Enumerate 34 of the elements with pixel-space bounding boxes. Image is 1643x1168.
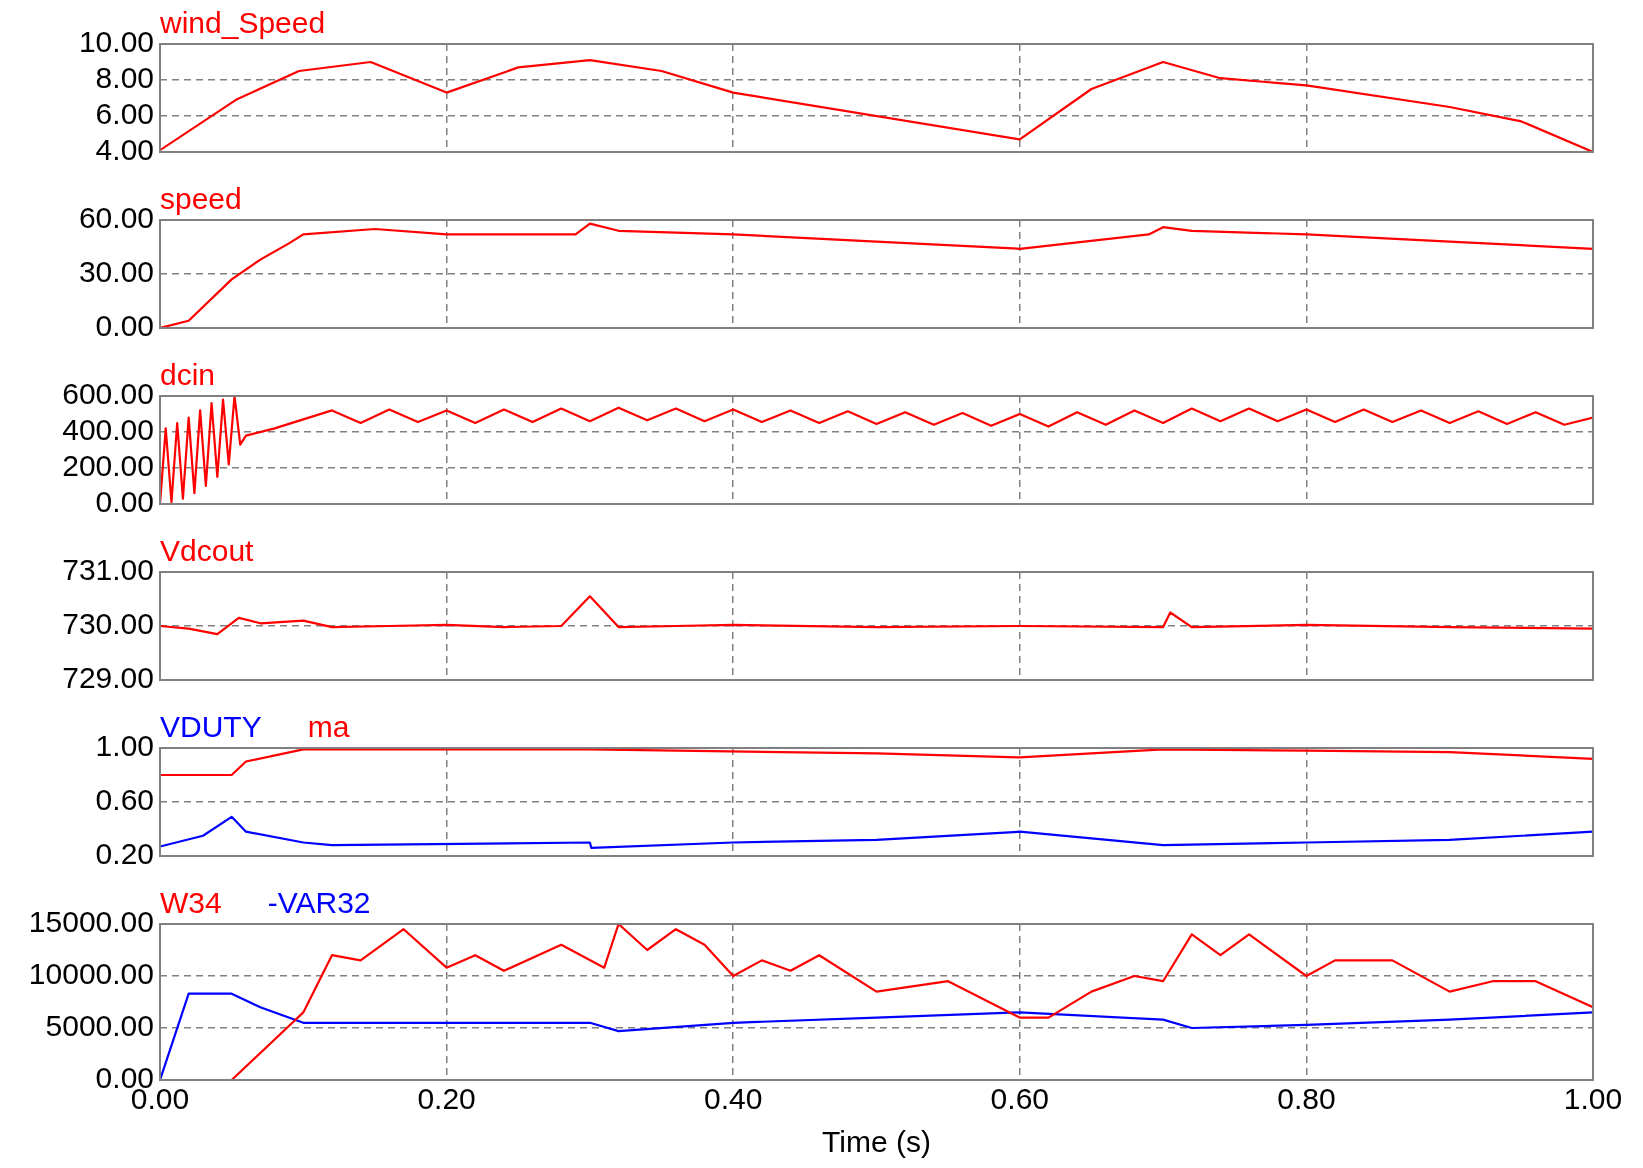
y-tick-label: 600.00 [62, 377, 154, 411]
y-tick-label: 5000.00 [45, 1009, 154, 1043]
series-label: speed [160, 182, 242, 216]
y-tick-label: 0.60 [95, 783, 154, 817]
y-tick-label: 15000.00 [28, 905, 154, 939]
series-label: wind_Speed [159, 6, 326, 40]
y-tick-label: 0.00 [95, 485, 154, 519]
series-label: Vdcout [160, 534, 255, 568]
x-tick-label: 0.80 [1277, 1082, 1336, 1116]
y-tick-label: 730.00 [62, 607, 154, 641]
y-tick-label: 8.00 [95, 61, 154, 95]
x-tick-label: 0.20 [417, 1082, 476, 1116]
text: VDUTY [160, 710, 262, 744]
x-tick-label: 1.00 [1563, 1082, 1623, 1116]
y-tick-label: 60.00 [78, 201, 154, 235]
x-tick-label: 0.60 [990, 1082, 1049, 1116]
y-tick-label: 10000.00 [28, 957, 154, 991]
y-tick-label: 731.00 [62, 553, 154, 587]
y-tick-label: 6.00 [95, 97, 154, 131]
series-label: dcin [160, 358, 216, 392]
series-label: ma [307, 710, 350, 744]
y-tick-label: 10.00 [78, 25, 154, 59]
y-tick-label: 0.20 [95, 837, 154, 871]
y-tick-label: 1.00 [95, 729, 154, 763]
y-tick-label: 0.00 [95, 309, 154, 343]
x-axis-title: Time (s) [822, 1125, 931, 1159]
text: W34 [160, 886, 222, 920]
y-tick-label: 30.00 [78, 255, 154, 289]
y-tick-label: 4.00 [95, 133, 154, 167]
x-tick-label: 0.40 [704, 1082, 763, 1116]
y-tick-label: 729.00 [62, 661, 154, 695]
y-tick-label: 200.00 [62, 449, 154, 483]
text: -VAR32 [267, 886, 371, 920]
y-tick-label: 400.00 [62, 413, 154, 447]
